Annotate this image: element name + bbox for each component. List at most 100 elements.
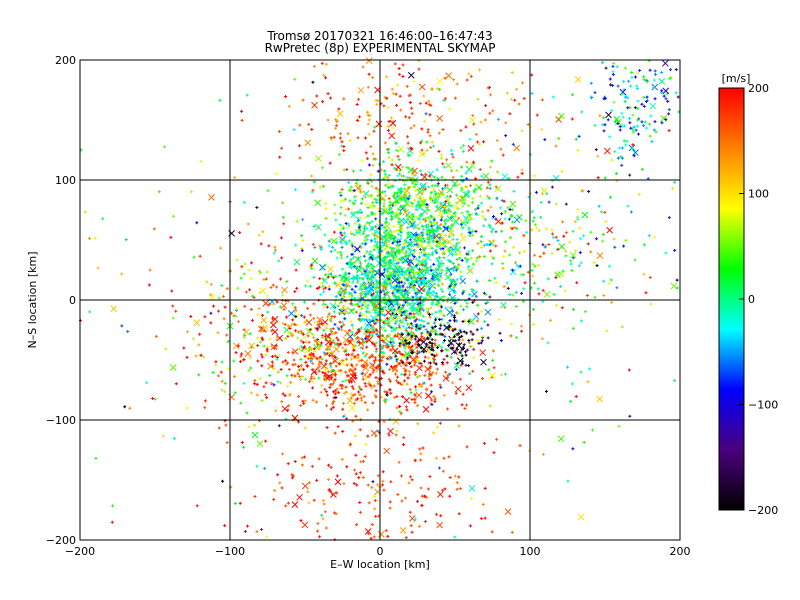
data-point-cross	[360, 289, 368, 297]
data-point-plus	[394, 354, 398, 358]
data-point-plus	[408, 354, 412, 358]
data-point-plus	[636, 107, 640, 111]
data-point-cross	[370, 314, 377, 322]
data-point-plus	[344, 390, 348, 394]
data-point-plus	[526, 270, 530, 274]
data-point-plus	[391, 241, 395, 245]
data-point-plus	[426, 487, 430, 491]
data-point-plus	[604, 66, 608, 70]
data-point-cross	[342, 336, 350, 344]
data-point-plus	[467, 227, 471, 231]
data-point-cross	[437, 210, 444, 218]
data-point-plus	[628, 121, 632, 125]
data-point-cross	[482, 172, 490, 180]
data-point-plus	[482, 140, 486, 144]
data-point-plus	[306, 490, 310, 494]
data-point-plus	[363, 301, 367, 305]
data-point-plus	[425, 306, 429, 310]
data-point-plus	[445, 361, 449, 365]
data-point-plus	[468, 231, 472, 235]
data-point-plus	[400, 224, 404, 228]
data-point-cross	[394, 163, 402, 171]
data-point-plus	[360, 372, 364, 376]
data-point-plus	[428, 332, 432, 336]
data-point-plus	[283, 323, 287, 327]
data-point-plus	[438, 383, 442, 387]
data-point-plus	[431, 371, 435, 375]
data-point-plus	[401, 287, 405, 291]
data-point-plus	[416, 499, 420, 503]
data-point-plus	[415, 233, 419, 237]
data-point-plus	[582, 234, 586, 238]
data-point-plus	[504, 240, 508, 244]
data-point-plus	[505, 91, 509, 95]
data-point-plus	[261, 338, 265, 342]
data-point-plus	[485, 242, 489, 246]
data-point-plus	[342, 283, 346, 287]
data-point-plus	[194, 354, 198, 358]
data-point-plus	[429, 390, 433, 394]
data-point-plus	[464, 350, 468, 354]
data-point-plus	[405, 341, 409, 345]
data-point-plus	[243, 304, 247, 308]
data-point-plus	[258, 271, 262, 275]
data-point-plus	[315, 400, 319, 404]
data-point-plus	[506, 206, 510, 210]
data-point-plus	[664, 118, 668, 122]
data-point-plus	[416, 259, 420, 263]
data-point-plus	[451, 261, 455, 265]
data-point-plus	[349, 302, 353, 306]
data-point-plus	[421, 314, 425, 318]
data-point-plus	[273, 489, 277, 493]
data-point-plus	[326, 92, 330, 96]
data-point-plus	[343, 317, 347, 321]
data-point-plus	[436, 184, 440, 188]
data-point-plus	[365, 334, 369, 338]
data-point-plus	[317, 365, 321, 369]
data-point-plus	[570, 268, 574, 272]
data-point-plus	[308, 313, 312, 317]
data-point-plus	[401, 284, 405, 288]
data-point-plus	[279, 236, 283, 240]
data-point-plus	[412, 255, 416, 259]
data-point-plus	[222, 317, 226, 321]
data-point-plus	[437, 343, 441, 347]
data-point-plus	[296, 313, 300, 317]
colorbar-tick-label: 0	[748, 293, 755, 306]
data-point-plus	[361, 232, 365, 236]
data-point-plus	[410, 351, 414, 355]
data-point-plus	[409, 248, 413, 252]
data-point-plus	[674, 68, 678, 72]
data-point-plus	[626, 204, 630, 208]
data-point-plus	[628, 414, 632, 418]
data-point-plus	[415, 328, 419, 332]
data-point-plus	[396, 295, 400, 299]
data-point-plus	[387, 377, 391, 381]
data-point-plus	[214, 363, 218, 367]
data-point-plus	[420, 364, 424, 368]
data-point-plus	[383, 400, 387, 404]
data-point-plus	[394, 433, 398, 437]
data-point-plus	[398, 410, 402, 414]
data-point-plus	[318, 360, 322, 364]
data-point-plus	[398, 288, 402, 292]
data-point-plus	[395, 211, 399, 215]
data-point-plus	[369, 195, 373, 199]
data-point-plus	[667, 129, 671, 133]
chart-title: Tromsø 20170321 16:46:00–16:47:43	[266, 29, 492, 43]
data-point-plus	[277, 130, 281, 134]
data-point-plus	[371, 270, 375, 274]
data-point-plus	[357, 359, 361, 363]
data-point-plus	[321, 166, 325, 170]
data-point-plus	[438, 195, 442, 199]
data-point-plus	[460, 211, 464, 215]
data-point-plus	[325, 367, 329, 371]
data-point-plus	[329, 407, 333, 411]
data-point-plus	[413, 401, 417, 405]
data-point-plus	[455, 278, 459, 282]
data-point-plus	[511, 220, 515, 224]
data-point-plus	[665, 92, 669, 96]
data-point-plus	[220, 360, 224, 364]
data-point-plus	[385, 316, 389, 320]
data-point-plus	[430, 347, 434, 351]
